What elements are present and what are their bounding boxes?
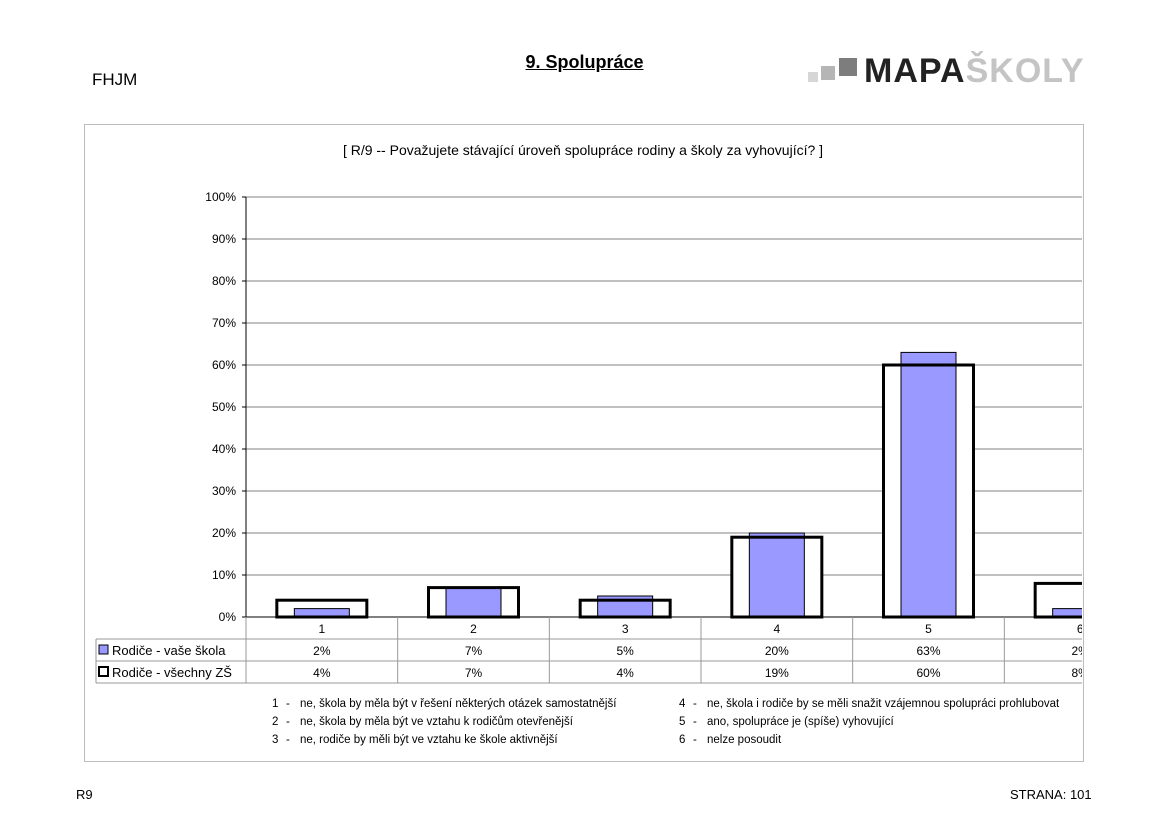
data-label-all-schools: 19% bbox=[765, 666, 789, 680]
logo-square-medium bbox=[821, 66, 835, 80]
logo-square-small bbox=[808, 72, 818, 82]
data-label-all-schools: 4% bbox=[616, 666, 634, 680]
page-title: 9. Spolupráce bbox=[525, 52, 644, 72]
legend-key-your-school bbox=[98, 644, 109, 655]
footer-question-code: R9 bbox=[76, 787, 93, 802]
note-2: 2- ne, škola by měla být ve vztahu k rodi… bbox=[272, 716, 573, 728]
note-3: 3- ne, rodiče by měli být ve vztahu ke šk… bbox=[272, 734, 558, 746]
data-label-all-schools: 4% bbox=[313, 666, 331, 680]
data-label-your-school: 7% bbox=[465, 644, 483, 658]
y-tick-label: 20% bbox=[212, 526, 236, 540]
y-tick-label: 0% bbox=[219, 610, 237, 624]
data-label-all-schools: 8% bbox=[1071, 666, 1082, 680]
y-tick-label: 80% bbox=[212, 274, 236, 288]
legend-label-your-school: Rodiče - vaše škola bbox=[112, 643, 226, 658]
y-tick-label: 60% bbox=[212, 358, 236, 372]
note-5: 5- ano, spolupráce je (spíše) vyhovující bbox=[679, 716, 894, 728]
x-category-label: 1 bbox=[318, 622, 325, 636]
bar-chart: 0% 10% 20% 30% 40% 50% 60% 70% 80% 90% 100% 1 2% 4% 2 7… bbox=[95, 190, 1082, 684]
y-tick-label: 10% bbox=[212, 568, 236, 582]
data-label-all-schools: 7% bbox=[465, 666, 483, 680]
chart-frame bbox=[84, 124, 1084, 762]
x-category-label: 2 bbox=[470, 622, 477, 636]
y-tick-label: 30% bbox=[212, 484, 236, 498]
data-label-your-school: 2% bbox=[1071, 644, 1082, 658]
footer-page-number: STRANA: 101 bbox=[1010, 787, 1092, 802]
data-label-your-school: 2% bbox=[313, 644, 331, 658]
data-label-your-school: 20% bbox=[765, 644, 789, 658]
y-tick-label: 70% bbox=[212, 316, 236, 330]
x-category-label: 6 bbox=[1077, 622, 1082, 636]
note-4: 4- ne, škola i rodiče by se měli snažit v… bbox=[679, 698, 1060, 710]
bar-your-school bbox=[445, 587, 502, 618]
logo-square-large bbox=[839, 58, 857, 76]
data-label-your-school: 63% bbox=[916, 644, 940, 658]
school-code: FHJM bbox=[92, 70, 138, 89]
y-tick-label: 40% bbox=[212, 442, 236, 456]
note-1: 1- ne, škola by měla být v řešení některý… bbox=[272, 698, 617, 710]
bar-your-school bbox=[900, 351, 957, 618]
logo-word-skoly: ŠKOLY bbox=[965, 52, 1085, 90]
y-tick-label: 100% bbox=[205, 190, 236, 204]
bar-your-school bbox=[748, 532, 805, 618]
y-tick-label: 90% bbox=[212, 232, 236, 246]
logo-wordmark: MAPAŠKOLY bbox=[864, 52, 1085, 90]
logo-word-mapa: MAPA bbox=[864, 52, 966, 90]
legend-label-all-schools: Rodiče - všechny ZŠ bbox=[112, 665, 232, 680]
data-label-your-school: 5% bbox=[616, 644, 634, 658]
y-tick-label: 50% bbox=[212, 400, 236, 414]
mapa-skoly-logo: MAPAŠKOLY bbox=[808, 52, 1084, 92]
x-category-label: 5 bbox=[925, 622, 932, 636]
note-6: 6- nelze posoudit bbox=[679, 734, 782, 746]
data-label-all-schools: 60% bbox=[916, 666, 940, 680]
x-category-label: 3 bbox=[622, 622, 629, 636]
chart-title: [ R/9 -- Považujete stávající úroveň spo… bbox=[342, 142, 824, 158]
x-category-label: 4 bbox=[773, 622, 780, 636]
legend-key-all-schools bbox=[98, 666, 109, 677]
